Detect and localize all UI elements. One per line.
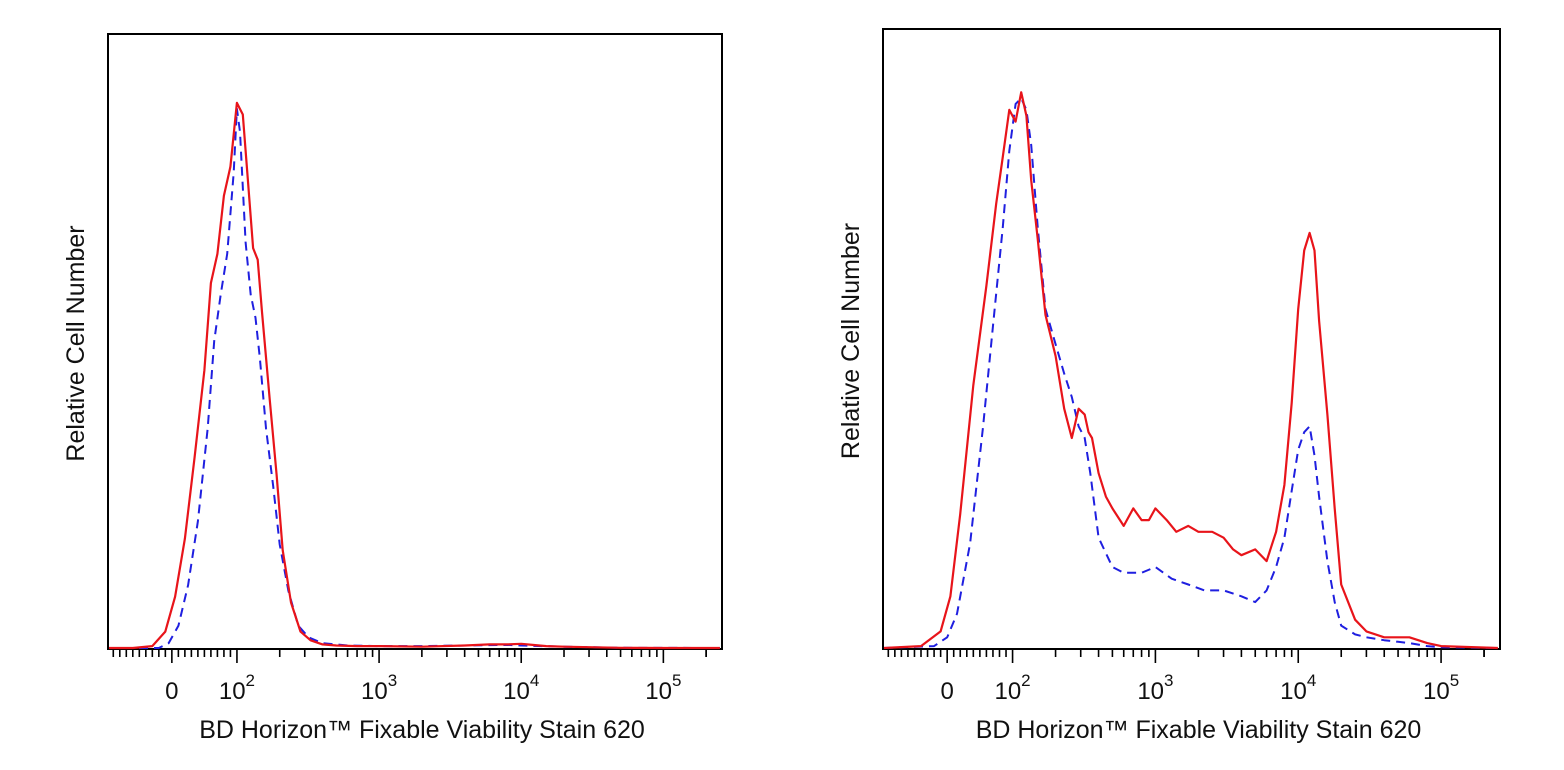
x-tick-label: 0: [165, 678, 178, 705]
x-tick-label: 105: [1423, 671, 1459, 705]
series-solid-red-line: [109, 101, 720, 650]
x-tick-label-base: 10: [1280, 678, 1307, 705]
y-axis-label: Relative Cell Number: [62, 225, 90, 461]
x-tick-label-base: 0: [940, 678, 953, 705]
x-tick-label-base: 10: [219, 678, 246, 705]
x-tick-label-base: 10: [1423, 678, 1450, 705]
y-axis-label: Relative Cell Number: [837, 223, 865, 459]
x-tick-label-base: 10: [1137, 678, 1164, 705]
x-tick-label-exponent: 4: [530, 671, 539, 690]
x-tick-label-exponent: 3: [1164, 671, 1173, 690]
x-tick-label: 105: [645, 671, 681, 705]
x-tick-label-exponent: 2: [246, 671, 255, 690]
x-tick-label: 104: [1280, 671, 1316, 705]
x-axis-label: BD Horizon™ Fixable Viability Stain 620: [199, 716, 645, 744]
plot-frame: [107, 33, 723, 650]
x-tick-label-base: 0: [165, 678, 178, 705]
x-tick-label: 102: [994, 671, 1030, 705]
x-tick-label: 103: [361, 671, 397, 705]
x-tick-label-base: 10: [503, 678, 530, 705]
x-tick-label-exponent: 5: [672, 671, 681, 690]
series-dashed-blue-line: [109, 107, 720, 649]
x-tick-label-exponent: 5: [1450, 671, 1459, 690]
x-tick-label-base: 10: [645, 678, 672, 705]
x-tick-label-exponent: 3: [388, 671, 397, 690]
x-tick-label: 0: [940, 678, 953, 705]
series-solid-red-line: [883, 91, 1498, 650]
x-tick-label: 103: [1137, 671, 1173, 705]
x-tick-label-exponent: 4: [1307, 671, 1316, 690]
x-tick-label: 104: [503, 671, 539, 705]
plot-frame: [882, 28, 1501, 650]
x-tick-label-base: 10: [361, 678, 388, 705]
x-axis-label: BD Horizon™ Fixable Viability Stain 620: [976, 716, 1422, 744]
x-tick-label-exponent: 2: [1021, 671, 1030, 690]
x-tick-label: 102: [219, 671, 255, 705]
series-dashed-blue-line: [883, 97, 1498, 649]
x-tick-label-base: 10: [994, 678, 1021, 705]
